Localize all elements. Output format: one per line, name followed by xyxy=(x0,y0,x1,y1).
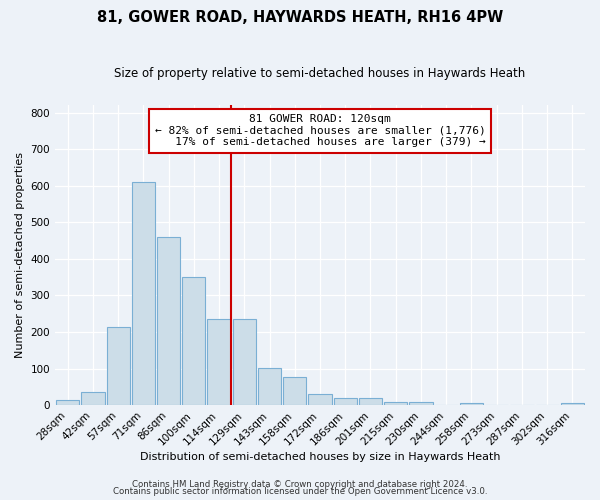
Bar xyxy=(561,402,584,405)
Bar xyxy=(233,320,256,405)
Bar xyxy=(208,320,230,405)
Text: Contains HM Land Registry data © Crown copyright and database right 2024.: Contains HM Land Registry data © Crown c… xyxy=(132,480,468,489)
Bar xyxy=(182,277,205,405)
Bar xyxy=(258,368,281,405)
Bar xyxy=(56,400,79,405)
Title: Size of property relative to semi-detached houses in Haywards Heath: Size of property relative to semi-detach… xyxy=(115,68,526,80)
X-axis label: Distribution of semi-detached houses by size in Haywards Heath: Distribution of semi-detached houses by … xyxy=(140,452,500,462)
Bar xyxy=(359,398,382,405)
Bar xyxy=(107,326,130,405)
Bar xyxy=(409,402,433,405)
Y-axis label: Number of semi-detached properties: Number of semi-detached properties xyxy=(15,152,25,358)
Text: 81, GOWER ROAD, HAYWARDS HEATH, RH16 4PW: 81, GOWER ROAD, HAYWARDS HEATH, RH16 4PW xyxy=(97,10,503,25)
Bar xyxy=(460,404,483,405)
Bar xyxy=(384,402,407,405)
Text: Contains public sector information licensed under the Open Government Licence v3: Contains public sector information licen… xyxy=(113,487,487,496)
Bar xyxy=(308,394,332,405)
Text: 81 GOWER ROAD: 120sqm
← 82% of semi-detached houses are smaller (1,776)
   17% o: 81 GOWER ROAD: 120sqm ← 82% of semi-deta… xyxy=(155,114,485,148)
Bar xyxy=(283,376,307,405)
Bar xyxy=(132,182,155,405)
Bar xyxy=(157,237,180,405)
Bar xyxy=(81,392,104,405)
Bar xyxy=(334,398,357,405)
